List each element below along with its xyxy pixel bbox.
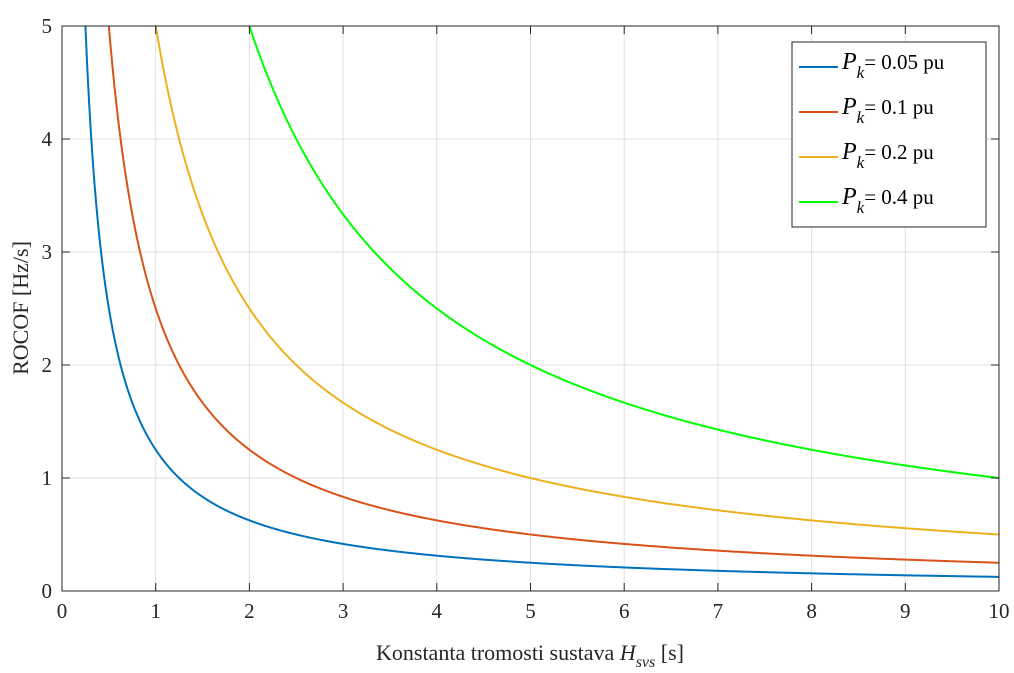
y-tick-label: 0 bbox=[42, 579, 53, 603]
legend-box bbox=[791, 41, 987, 228]
legend-label-2: Pk= 0.1 pu bbox=[841, 94, 934, 127]
legend-label-3: Pk= 0.2 pu bbox=[841, 139, 934, 172]
legend-label-1: Pk= 0.05 pu bbox=[841, 49, 945, 82]
x-tick-label: 1 bbox=[150, 599, 161, 623]
x-tick-label: 2 bbox=[244, 599, 255, 623]
x-tick-label: 9 bbox=[900, 599, 911, 623]
y-tick-label: 2 bbox=[42, 353, 53, 377]
legend: Pk= 0.05 pu Pk= 0.1 pu Pk= 0.2 pu Pk= 0.4 p… bbox=[791, 41, 987, 228]
y-axis-title: ROCOF [Hz/s] bbox=[8, 241, 33, 375]
series-line-3 bbox=[154, 25, 1000, 536]
y-tick-label: 4 bbox=[42, 127, 53, 151]
x-axis-title: Konstanta tromosti sustava Hsvs [s] bbox=[376, 640, 684, 671]
x-tick-label: 6 bbox=[619, 599, 630, 623]
x-tick-label: 4 bbox=[432, 599, 443, 623]
y-tick-label: 1 bbox=[42, 466, 53, 490]
series-line-4 bbox=[248, 25, 1000, 479]
x-tick-label: 0 bbox=[57, 599, 68, 623]
x-tick-label: 8 bbox=[806, 599, 817, 623]
y-tick-label: 3 bbox=[42, 240, 53, 264]
series-line-1 bbox=[84, 25, 1000, 578]
series-lines bbox=[84, 25, 1000, 578]
legend-label-4: Pk= 0.4 pu bbox=[841, 184, 934, 217]
x-tick-label: 7 bbox=[713, 599, 724, 623]
y-tick-label: 5 bbox=[42, 14, 53, 38]
x-tick-label: 5 bbox=[525, 599, 536, 623]
ticks: 0 1 2 3 4 5 6 7 8 9 10 0 1 2 3 4 5 bbox=[42, 14, 1010, 623]
series-line-2 bbox=[107, 25, 1000, 564]
x-tick-label: 10 bbox=[989, 599, 1010, 623]
x-tick-label: 3 bbox=[338, 599, 349, 623]
